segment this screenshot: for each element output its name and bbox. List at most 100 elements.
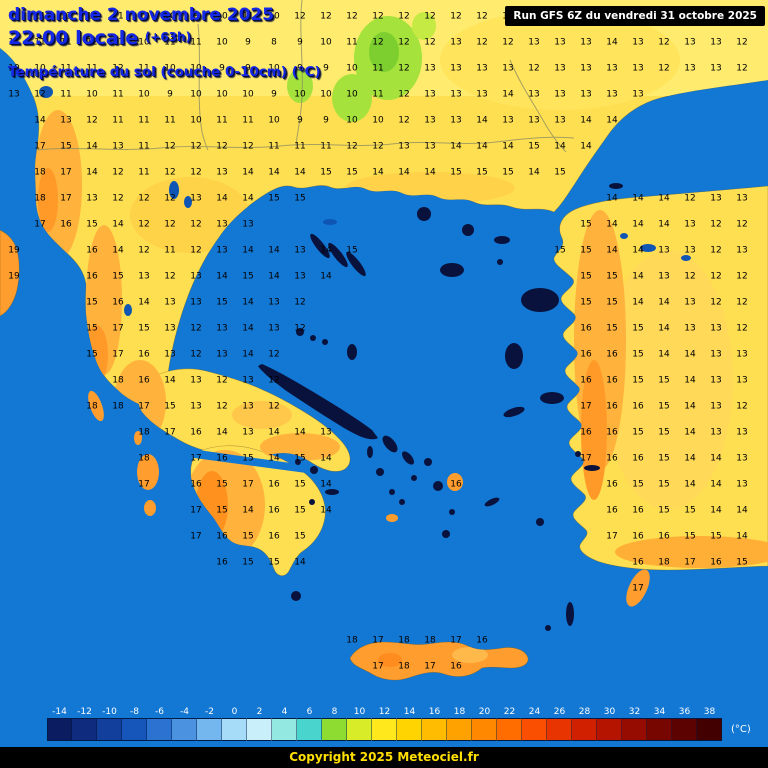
temp-value: 17 <box>450 635 462 646</box>
temp-value: 17 <box>372 635 384 646</box>
temp-value: 15 <box>554 167 566 178</box>
temp-value: 14 <box>606 115 618 126</box>
temp-value: 12 <box>476 37 488 48</box>
legend-tick-label: -8 <box>130 707 139 717</box>
temp-value: 11 <box>346 37 358 48</box>
gulf-of-corinth <box>170 446 314 474</box>
temp-value: 11 <box>372 89 384 100</box>
temp-value: 15 <box>294 505 306 516</box>
temp-value: 17 <box>112 349 124 360</box>
temp-value: 12 <box>190 323 202 334</box>
temp-value: 16 <box>606 505 618 516</box>
temp-value: 14 <box>268 167 280 178</box>
temp-value: 13 <box>8 89 20 100</box>
temp-value: 11 <box>60 11 72 22</box>
temp-value: 13 <box>710 375 722 386</box>
legend-column: 8 <box>322 706 347 741</box>
temp-value: 12 <box>112 63 124 74</box>
temp-value: 13 <box>424 115 436 126</box>
copyright-text: Copyright 2025 Meteociel.fr <box>289 750 479 764</box>
temp-value: 17 <box>606 531 618 542</box>
legend-tick-label: -10 <box>102 707 117 717</box>
temp-value: 9 <box>219 63 225 74</box>
temp-value: 17 <box>424 661 436 672</box>
temp-value: 12 <box>736 323 748 334</box>
temp-value: 17 <box>372 661 384 672</box>
temp-value: 13 <box>736 427 748 438</box>
temp-value: 18 <box>424 635 436 646</box>
legend-color-cell <box>472 718 497 741</box>
temp-value: 16 <box>450 479 462 490</box>
temp-value: 14 <box>736 505 748 516</box>
temp-value: 17 <box>632 583 644 594</box>
legend-color-cell <box>647 718 672 741</box>
temp-value: 13 <box>450 37 462 48</box>
temp-value: 13 <box>684 219 696 230</box>
temp-value: 10 <box>190 63 202 74</box>
temp-value: 15 <box>346 245 358 256</box>
temp-value: 16 <box>632 453 644 464</box>
legend-color-cell <box>347 718 372 741</box>
temp-value: 14 <box>320 453 332 464</box>
legend-tick-label: 18 <box>453 707 466 717</box>
temp-value: 11 <box>112 37 124 48</box>
islands-dark <box>258 183 623 631</box>
temp-value: 14 <box>658 193 670 204</box>
legend-tick-label: 30 <box>603 707 616 717</box>
temp-value: 11 <box>112 115 124 126</box>
temp-value: 12 <box>736 219 748 230</box>
temp-value: 13 <box>476 63 488 74</box>
temp-value: 13 <box>684 323 696 334</box>
temp-value: 14 <box>632 297 644 308</box>
temp-value: 13 <box>138 271 150 282</box>
temp-value: 14 <box>112 219 124 230</box>
legend-color-cell <box>572 718 597 741</box>
temp-value: 15 <box>736 557 748 568</box>
legend-color-cell <box>297 718 322 741</box>
temp-value: 12 <box>372 37 384 48</box>
temp-value: 14 <box>34 115 46 126</box>
temp-value: 14 <box>684 375 696 386</box>
legend-column: 34 <box>647 706 672 741</box>
temp-value: 17 <box>190 453 202 464</box>
temp-value: 13 <box>684 37 696 48</box>
legend-tick-label: 36 <box>678 707 691 717</box>
temp-value: 12 <box>398 115 410 126</box>
temp-value: 13 <box>450 63 462 74</box>
temp-value: 10 <box>320 37 332 48</box>
legend-column: 6 <box>297 706 322 741</box>
temp-value: 12 <box>528 63 540 74</box>
temp-value: 18 <box>398 661 410 672</box>
temp-value: 18 <box>34 167 46 178</box>
legend-tick-label: 14 <box>403 707 416 717</box>
legend-column: 26 <box>547 706 572 741</box>
temp-value: 13 <box>450 89 462 100</box>
copyright-bar: Copyright 2025 Meteociel.fr <box>0 747 768 768</box>
temp-value: 15 <box>450 167 462 178</box>
legend-column: 20 <box>472 706 497 741</box>
legend-color-cell <box>97 718 122 741</box>
temp-value: 15 <box>580 245 592 256</box>
temp-value: 15 <box>606 271 618 282</box>
temp-value: 14 <box>424 167 436 178</box>
unit-label: (°C) <box>731 724 751 735</box>
temp-value: 14 <box>606 219 618 230</box>
temp-value: 14 <box>632 245 644 256</box>
temp-value: 12 <box>398 89 410 100</box>
temp-value: 15 <box>320 167 332 178</box>
temp-value: 10 <box>346 115 358 126</box>
temp-value: 10 <box>216 37 228 48</box>
temp-value: 15 <box>580 297 592 308</box>
temp-value: 11 <box>372 63 384 74</box>
temp-value: 17 <box>34 141 46 152</box>
temp-value: 14 <box>268 271 280 282</box>
temp-value: 10 <box>216 89 228 100</box>
temp-value: 14 <box>216 193 228 204</box>
islands-warm <box>88 390 650 607</box>
temp-value: 15 <box>242 557 254 568</box>
temp-value: 13 <box>554 115 566 126</box>
legend-color-cell <box>372 718 397 741</box>
temp-value: 17 <box>684 557 696 568</box>
temp-value: 10 <box>190 89 202 100</box>
temp-value: 12 <box>268 349 280 360</box>
